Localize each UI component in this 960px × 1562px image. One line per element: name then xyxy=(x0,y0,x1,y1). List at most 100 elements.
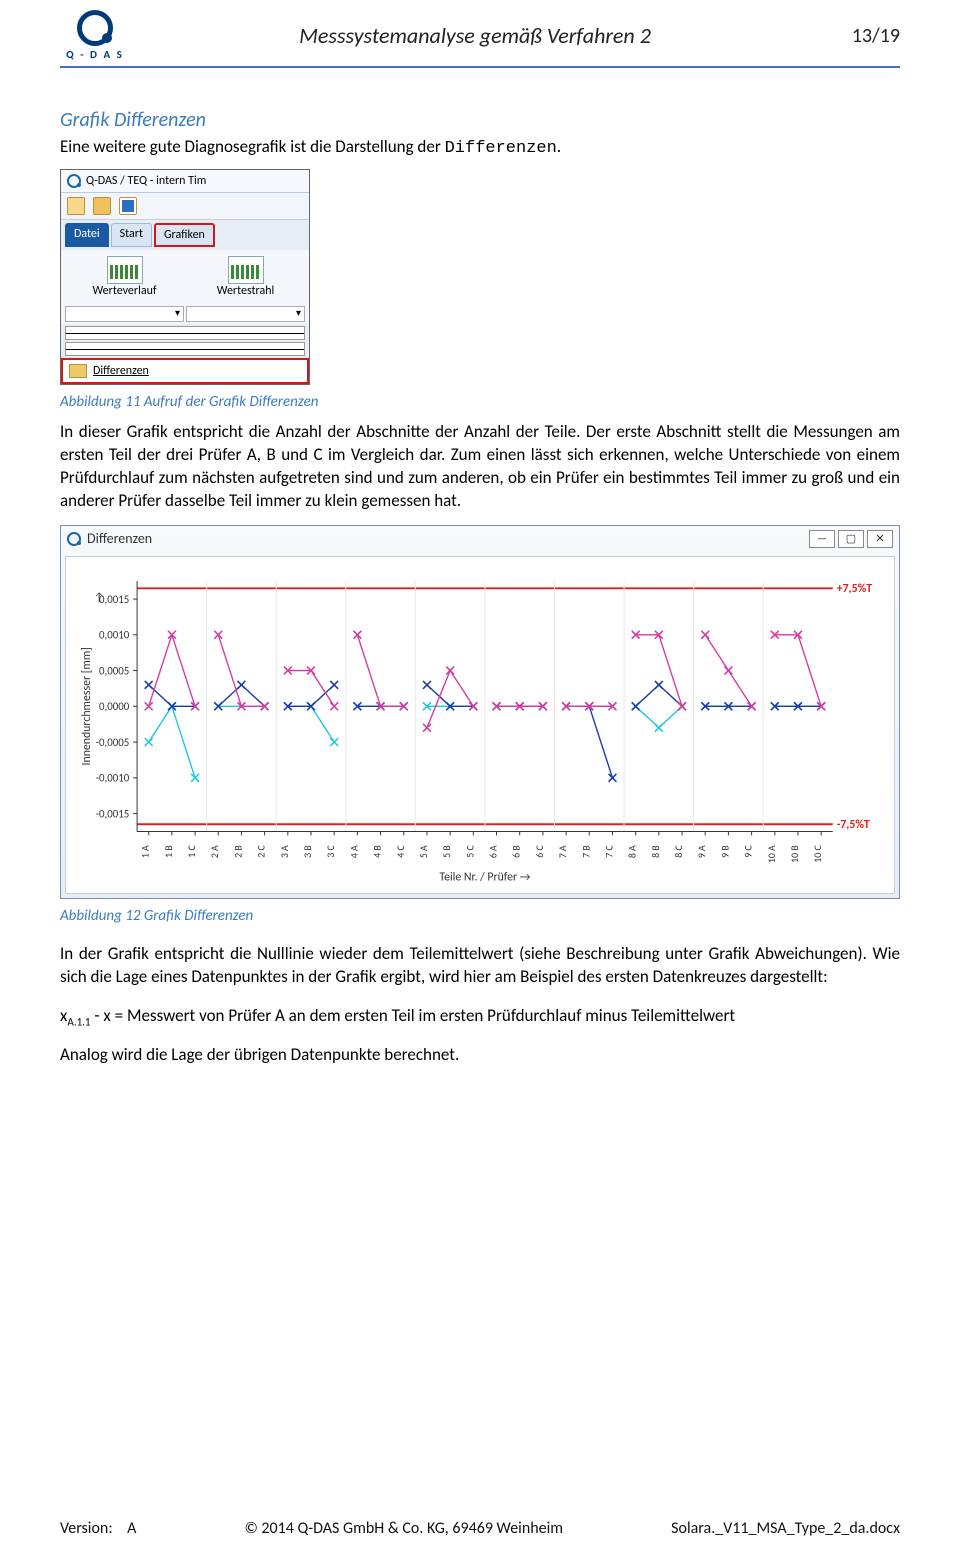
document-title: Messsystemanalyse gemäß Verfahren 2 xyxy=(130,22,820,49)
paragraph-2: In der Grafik entspricht die Nulllinie w… xyxy=(60,943,900,989)
werteverlauf-label: Werteverlauf xyxy=(67,284,182,298)
intro-text: Eine weitere gute Diagnosegrafik ist die… xyxy=(60,136,900,161)
formula-line: xA.1.1 - x = Messwert von Prüfer A an de… xyxy=(60,1005,900,1028)
formula-rhs: Messwert von Prüfer A an dem ersten Teil… xyxy=(127,1005,735,1026)
svg-text:9 C: 9 C xyxy=(743,844,755,857)
quick-access-toolbar xyxy=(61,193,309,220)
svg-text:7 C: 7 C xyxy=(603,844,615,857)
svg-text:6 C: 6 C xyxy=(534,844,546,857)
svg-text:Teile Nr. / Prüfer →: Teile Nr. / Prüfer → xyxy=(439,870,530,884)
minimize-button[interactable]: — xyxy=(809,530,835,548)
intro-pre: Eine weitere gute Diagnosegrafik ist die… xyxy=(60,136,445,157)
svg-text:4 A: 4 A xyxy=(348,845,360,858)
dropdown-1[interactable] xyxy=(65,306,184,322)
svg-text:3 A: 3 A xyxy=(279,845,291,858)
caption-11: Abbildung 11 Aufruf der Grafik Differenz… xyxy=(60,393,900,411)
btn-wertestrahl[interactable]: Wertestrahl xyxy=(186,254,305,300)
logo-text: Q - D A S xyxy=(66,48,124,61)
differenzen-chart: -0,0015-0,0010-0,00050,00000,00050,00100… xyxy=(76,567,884,887)
svg-text:0,0010: 0,0010 xyxy=(99,628,130,641)
svg-text:-0,0015: -0,0015 xyxy=(96,807,129,820)
svg-text:9 A: 9 A xyxy=(696,845,708,858)
differenzen-window: Differenzen — ▢ ✕ -0,0015 -0,0010 -0,0005 0… xyxy=(60,525,900,899)
svg-text:1 A: 1 A xyxy=(140,845,152,858)
differenzen-label: Differenzen xyxy=(93,364,149,378)
svg-text:10 B: 10 B xyxy=(789,845,801,863)
svg-text:+7,5%T: +7,5%T xyxy=(837,582,873,596)
close-button[interactable]: ✕ xyxy=(867,530,893,548)
chart-plot-area: -0,0015-0,0010-0,00050,00000,00050,00100… xyxy=(65,556,895,894)
btn-differenzen[interactable]: Differenzen xyxy=(61,358,309,384)
formula-sub: A.1.1 xyxy=(67,1015,90,1028)
ribbon-dropdowns xyxy=(61,304,309,324)
intro-post: . xyxy=(557,136,561,157)
preview-strip xyxy=(65,326,305,340)
werteverlauf-icon xyxy=(107,256,143,284)
paragraph-3: Analog wird die Lage der übrigen Datenpu… xyxy=(60,1044,900,1067)
section-title: Grafik Differenzen xyxy=(60,108,900,132)
tab-start[interactable]: Start xyxy=(111,223,152,247)
svg-text:10 A: 10 A xyxy=(766,845,778,863)
svg-text:↑: ↑ xyxy=(94,591,105,605)
window-title: Differenzen xyxy=(87,530,152,547)
svg-text:7 A: 7 A xyxy=(557,845,569,858)
svg-text:5 A: 5 A xyxy=(418,845,430,858)
version-value: A xyxy=(127,1519,136,1538)
svg-text:3 B: 3 B xyxy=(302,845,314,858)
tab-grafiken[interactable]: Grafiken xyxy=(154,223,215,247)
ribbon-buttons: Werteverlauf Wertestrahl xyxy=(61,250,309,304)
svg-text:0,0005: 0,0005 xyxy=(99,664,129,677)
intro-mono: Differenzen xyxy=(445,139,557,158)
wertestrahl-icon xyxy=(228,256,264,284)
svg-text:7 B: 7 B xyxy=(580,845,592,858)
page-header: Q - D A S Messsystemanalyse gemäß Verfah… xyxy=(60,0,900,68)
svg-text:8 B: 8 B xyxy=(650,845,662,858)
version-label: Version: xyxy=(60,1519,113,1538)
window-icon xyxy=(67,532,81,546)
svg-text:2 C: 2 C xyxy=(256,844,268,857)
footer-filename: Solara._V11_MSA_Type_2_da.docx xyxy=(671,1519,900,1538)
btn-werteverlauf[interactable]: Werteverlauf xyxy=(65,254,184,300)
svg-text:6 B: 6 B xyxy=(511,845,523,858)
window-titlebar: Differenzen — ▢ ✕ xyxy=(61,526,899,552)
footer-copyright: © 2014 Q-DAS GmbH & Co. KG, 69469 Weinhe… xyxy=(244,1519,563,1538)
app-icon xyxy=(67,174,81,188)
section-grafik-differenzen: Grafik Differenzen Eine weitere gute Dia… xyxy=(60,108,900,1067)
page-number: 13/19 xyxy=(820,24,900,48)
svg-text:4 B: 4 B xyxy=(372,845,384,858)
svg-text:Innendurchmesser [mm]: Innendurchmesser [mm] xyxy=(80,647,94,765)
paragraph-1: In dieser Grafik entspricht die Anzahl d… xyxy=(60,421,900,513)
svg-text:5 B: 5 B xyxy=(441,845,453,858)
svg-text:-0,0010: -0,0010 xyxy=(96,771,130,784)
svg-text:-7,5%T: -7,5%T xyxy=(837,818,870,832)
svg-text:6 A: 6 A xyxy=(488,845,500,858)
app-title: Q-DAS / TEQ - intern Tim xyxy=(86,174,206,188)
preview-strip-2 xyxy=(65,342,305,356)
svg-text:1 B: 1 B xyxy=(163,845,175,858)
svg-text:-0,0005: -0,0005 xyxy=(96,736,129,749)
svg-text:9 B: 9 B xyxy=(719,845,731,858)
svg-text:10 C: 10 C xyxy=(812,844,824,862)
open-icon[interactable] xyxy=(67,197,85,215)
maximize-button[interactable]: ▢ xyxy=(838,530,864,548)
svg-text:1 C: 1 C xyxy=(186,844,198,857)
ribbon-screenshot: Q-DAS / TEQ - intern Tim Datei Start Gra… xyxy=(60,169,310,385)
page-footer: Version: A © 2014 Q-DAS GmbH & Co. KG, 6… xyxy=(60,1519,900,1538)
svg-text:2 A: 2 A xyxy=(209,845,221,858)
footer-version: Version: A xyxy=(60,1519,136,1538)
ribbon-tabs: Datei Start Grafiken xyxy=(61,220,309,250)
tab-datei[interactable]: Datei xyxy=(65,223,109,247)
logo: Q - D A S xyxy=(60,10,130,61)
svg-text:3 C: 3 C xyxy=(325,844,337,857)
save-icon[interactable] xyxy=(119,197,137,215)
svg-text:2 B: 2 B xyxy=(232,845,244,858)
logo-icon xyxy=(77,10,113,46)
differenzen-icon xyxy=(69,364,87,378)
formula-mid: - x = xyxy=(91,1005,127,1026)
wertestrahl-label: Wertestrahl xyxy=(188,284,303,298)
svg-text:8 C: 8 C xyxy=(673,844,685,857)
dropdown-2[interactable] xyxy=(186,306,305,322)
svg-text:5 C: 5 C xyxy=(464,844,476,857)
svg-text:0,0000: 0,0000 xyxy=(99,700,130,713)
database-icon[interactable] xyxy=(93,197,111,215)
